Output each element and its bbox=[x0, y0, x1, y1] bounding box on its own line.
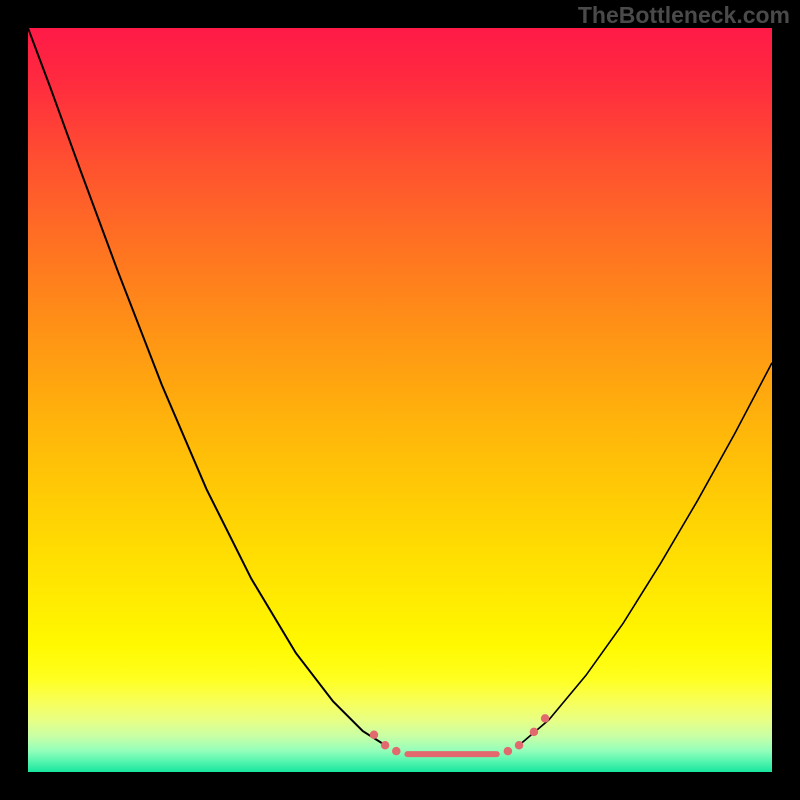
marker-point bbox=[504, 747, 513, 756]
marker-point bbox=[370, 731, 379, 740]
markers-left bbox=[370, 731, 401, 756]
plot-area bbox=[28, 28, 772, 772]
marker-point bbox=[515, 741, 524, 750]
markers-right bbox=[504, 714, 550, 755]
curve-left bbox=[28, 28, 385, 745]
marker-point bbox=[530, 728, 539, 737]
watermark-text: TheBottleneck.com bbox=[578, 2, 790, 29]
chart-overlay bbox=[28, 28, 772, 772]
curve-right bbox=[519, 363, 772, 745]
marker-point bbox=[381, 741, 390, 750]
chart-canvas: TheBottleneck.com bbox=[0, 0, 800, 800]
marker-point bbox=[392, 747, 401, 756]
marker-point bbox=[541, 714, 550, 723]
